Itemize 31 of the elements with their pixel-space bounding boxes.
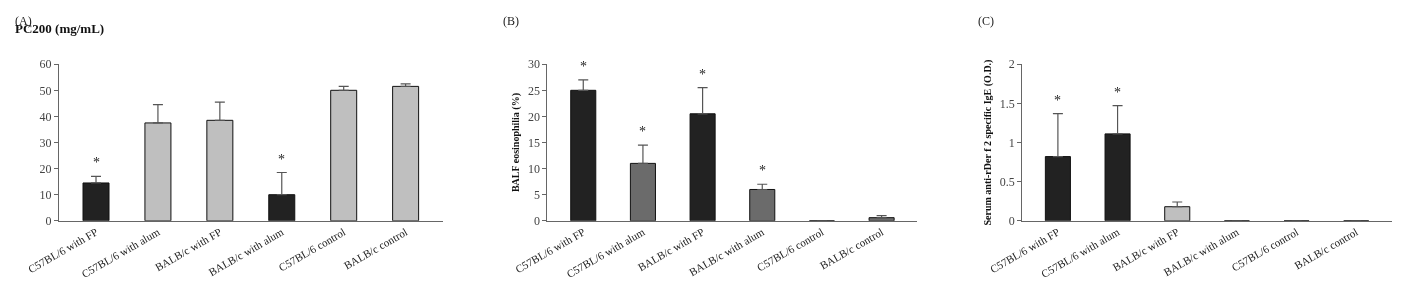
annotation: * xyxy=(580,59,587,74)
y-tick-label: 0 xyxy=(1008,214,1015,228)
y-tick-label: 30 xyxy=(528,57,541,72)
annotation: * xyxy=(639,124,646,139)
y-tick-label: 20 xyxy=(39,161,52,176)
annotation: * xyxy=(93,155,100,170)
y-tick-label: 0 xyxy=(534,214,541,228)
y-tick-label: 40 xyxy=(39,109,52,124)
y-tick-label: 50 xyxy=(39,83,52,98)
y-tick-label: 1.5 xyxy=(999,96,1015,111)
y-tick-label: 25 xyxy=(528,83,541,98)
y-axis-title: Serum anti-rDer f 2 specific IgE (O.D.) xyxy=(981,59,994,226)
y-tick-label: 5 xyxy=(534,187,541,202)
y-tick-label: 10 xyxy=(39,187,52,202)
y-tick-label: 20 xyxy=(528,109,541,124)
y-tick-label: 15 xyxy=(528,135,541,150)
y-tick-label: 10 xyxy=(528,161,541,176)
y-tick-label: 2 xyxy=(1008,57,1015,72)
chart-title: (C) xyxy=(978,14,994,28)
annotation: * xyxy=(1114,85,1121,100)
annotation: * xyxy=(759,163,766,178)
y-tick-label: 30 xyxy=(39,135,52,150)
y-tick-label: 1 xyxy=(1008,135,1015,150)
annotation: * xyxy=(1054,93,1061,108)
y-tick-label: 0 xyxy=(45,214,52,228)
y-tick-label: 0.5 xyxy=(999,174,1015,189)
annotation: * xyxy=(278,152,285,167)
y-axis-title: BALF eosinophilia (%) xyxy=(510,92,523,193)
chart-title: (B) xyxy=(503,14,519,28)
annotation: * xyxy=(699,67,706,82)
y-tick-label: 60 xyxy=(39,57,52,72)
